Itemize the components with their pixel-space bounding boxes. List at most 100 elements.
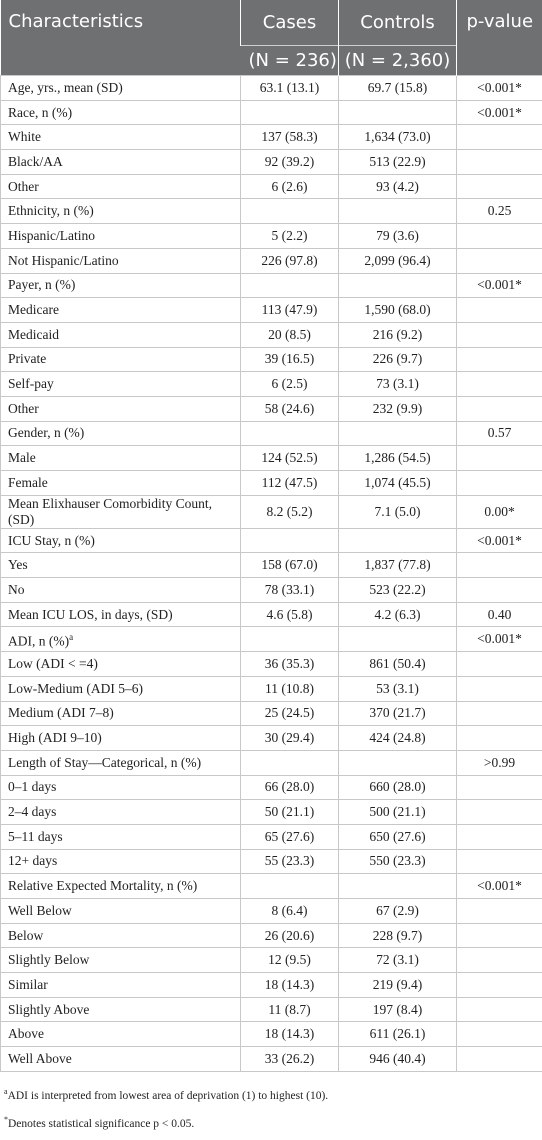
- table-cell: <0.001*: [456, 99, 542, 126]
- row-label: Low (ADI < =4): [0, 651, 241, 677]
- table-cell: 228 (9.7): [338, 922, 457, 949]
- table-cell: [456, 823, 542, 850]
- column-header: Cases: [240, 0, 339, 46]
- row-label: Low-Medium (ADI 5–6): [0, 675, 241, 702]
- row-label: Female: [0, 470, 241, 496]
- table-cell: 513 (22.9): [338, 149, 457, 175]
- table-cell: 92 (39.2): [240, 149, 339, 175]
- table-cell: 8.2 (5.2): [240, 494, 339, 529]
- table-cell: 55 (23.3): [240, 848, 339, 875]
- table-cell: 50 (21.1): [240, 799, 339, 825]
- table-cell: 2,099 (96.4): [338, 247, 457, 274]
- table-row: Hispanic/Latino 5 (2.2) 79 (3.6): [0, 223, 542, 249]
- table-row: Slightly Below 12 (9.5) 72 (3.1): [0, 947, 542, 974]
- table-cell: 113 (47.9): [240, 297, 339, 323]
- table-row: High (ADI 9–10) 30 (29.4) 424 (24.8): [0, 725, 542, 751]
- table-row: Low (ADI < =4) 36 (35.3) 861 (50.4): [0, 651, 542, 677]
- table-row: Mean Elixhauser Comorbidity Count, (SD) 8…: [0, 494, 542, 529]
- table-cell: 1,286 (54.5): [338, 445, 457, 471]
- row-label: Other: [0, 395, 241, 422]
- table-cell: 861 (50.4): [338, 651, 457, 677]
- row-label: Medium (ADI 7–8): [0, 700, 241, 727]
- table-cell: [240, 527, 339, 554]
- table-cell: 500 (21.1): [338, 799, 457, 825]
- table-cell: [456, 577, 542, 603]
- row-label: Medicaid: [0, 321, 241, 348]
- table-row: Payer, n (%) <0.001*: [0, 272, 542, 299]
- table-cell: 232 (9.9): [338, 395, 457, 422]
- table-cell: [456, 675, 542, 702]
- table-row: Medium (ADI 7–8) 25 (24.5) 370 (21.7): [0, 700, 542, 727]
- table-row: Length of Stay—Categorical, n (%) >0.99: [0, 749, 542, 776]
- table-cell: 11 (8.7): [240, 996, 339, 1023]
- table-cell: [456, 321, 542, 348]
- table-cell: 67 (2.9): [338, 898, 457, 924]
- row-label: Relative Expected Mortality, n (%): [0, 873, 241, 899]
- table-cell: [240, 272, 339, 299]
- row-label: Self-pay: [0, 371, 241, 397]
- table-cell: [456, 1021, 542, 1048]
- table-cell: 53 (3.1): [338, 675, 457, 702]
- row-label: Gender, n (%): [0, 420, 241, 447]
- row-label: Mean ICU LOS, in days, (SD): [0, 601, 241, 628]
- row-label: Yes: [0, 552, 241, 579]
- table-row: Medicare 113 (47.9) 1,590 (68.0): [0, 297, 542, 323]
- table-cell: 197 (8.4): [338, 996, 457, 1023]
- table-cell: [240, 626, 339, 653]
- table-cell: [456, 774, 542, 801]
- table-cell: [456, 1046, 542, 1072]
- table-row: No 78 (33.1) 523 (22.2): [0, 577, 542, 603]
- row-label: High (ADI 9–10): [0, 725, 241, 751]
- table-row: Ethnicity, n (%) 0.25: [0, 198, 542, 225]
- table-head: Characteristics Cases Controls p-value (…: [0, 0, 542, 76]
- table-row: Mean ICU LOS, in days, (SD) 4.6 (5.8) 4.2 …: [0, 601, 542, 628]
- table-cell: [456, 223, 542, 249]
- table-cell: 1,837 (77.8): [338, 552, 457, 579]
- table-cell: 660 (28.0): [338, 774, 457, 801]
- table-cell: [456, 848, 542, 875]
- table-row: Female 112 (47.5) 1,074 (45.5): [0, 470, 542, 496]
- table-cell: <0.001*: [456, 272, 542, 299]
- column-header: Controls: [338, 0, 457, 46]
- table-row: Black/AA 92 (39.2) 513 (22.9): [0, 149, 542, 175]
- row-label: Medicare: [0, 297, 241, 323]
- table-cell: [456, 371, 542, 397]
- row-label: Black/AA: [0, 149, 241, 175]
- table-cell: 0.00*: [456, 494, 542, 529]
- table-cell: 1,634 (73.0): [338, 124, 457, 151]
- table-cell: [338, 420, 457, 447]
- table-cell: [456, 898, 542, 924]
- table-cell: 39 (16.5): [240, 346, 339, 373]
- table-cell: [456, 173, 542, 200]
- table-row: 5–11 days 65 (27.6) 650 (27.6): [0, 823, 542, 850]
- table-body: Age, yrs., mean (SD) 63.1 (13.1) 69.7 (15.…: [0, 75, 542, 1072]
- table-cell: 65 (27.6): [240, 823, 339, 850]
- table-cell: 650 (27.6): [338, 823, 457, 850]
- table-cell: 1,590 (68.0): [338, 297, 457, 323]
- table-row: ICU Stay, n (%) <0.001*: [0, 527, 542, 554]
- table-cell: 216 (9.2): [338, 321, 457, 348]
- table-cell: 6 (2.5): [240, 371, 339, 397]
- row-label: Slightly Below: [0, 947, 241, 974]
- table-cell: 550 (23.3): [338, 848, 457, 875]
- table-cell: 0.40: [456, 601, 542, 628]
- table-cell: [456, 922, 542, 949]
- data-table: Characteristics Cases Controls p-value (…: [0, 0, 542, 1072]
- table-cell: 33 (26.2): [240, 1046, 339, 1072]
- row-label: Length of Stay—Categorical, n (%): [0, 749, 241, 776]
- table-cell: [456, 552, 542, 579]
- table-row: White 137 (58.3) 1,634 (73.0): [0, 124, 542, 151]
- table-row: Similar 18 (14.3) 219 (9.4): [0, 972, 542, 998]
- header-row: Characteristics Cases Controls p-value: [0, 0, 542, 76]
- table-row: 12+ days 55 (23.3) 550 (23.3): [0, 848, 542, 875]
- footnote-text: ADI is interpreted from lowest area of d…: [7, 1089, 329, 1102]
- footnote-marker: a: [69, 632, 74, 643]
- table-cell: 58 (24.6): [240, 395, 339, 422]
- row-label: 2–4 days: [0, 799, 241, 825]
- table-cell: [456, 700, 542, 727]
- table-cell: [456, 470, 542, 496]
- table-row: Gender, n (%) 0.57: [0, 420, 542, 447]
- table-cell: 226 (97.8): [240, 247, 339, 274]
- row-label: Similar: [0, 972, 241, 998]
- row-label: Private: [0, 346, 241, 373]
